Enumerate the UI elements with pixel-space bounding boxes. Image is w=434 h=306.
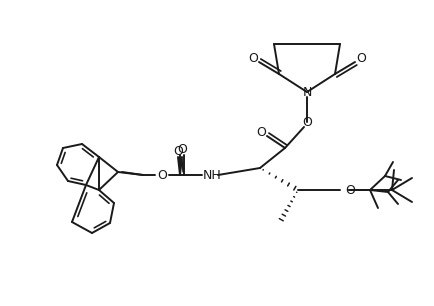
Text: N: N bbox=[302, 85, 312, 99]
Text: O: O bbox=[248, 51, 258, 65]
Text: O: O bbox=[177, 143, 187, 155]
Text: O: O bbox=[157, 169, 167, 181]
Text: O: O bbox=[356, 51, 366, 65]
Text: O: O bbox=[345, 184, 355, 196]
Text: O: O bbox=[173, 144, 183, 158]
Text: O: O bbox=[256, 125, 266, 139]
Text: NH: NH bbox=[203, 169, 221, 181]
Text: O: O bbox=[302, 115, 312, 129]
